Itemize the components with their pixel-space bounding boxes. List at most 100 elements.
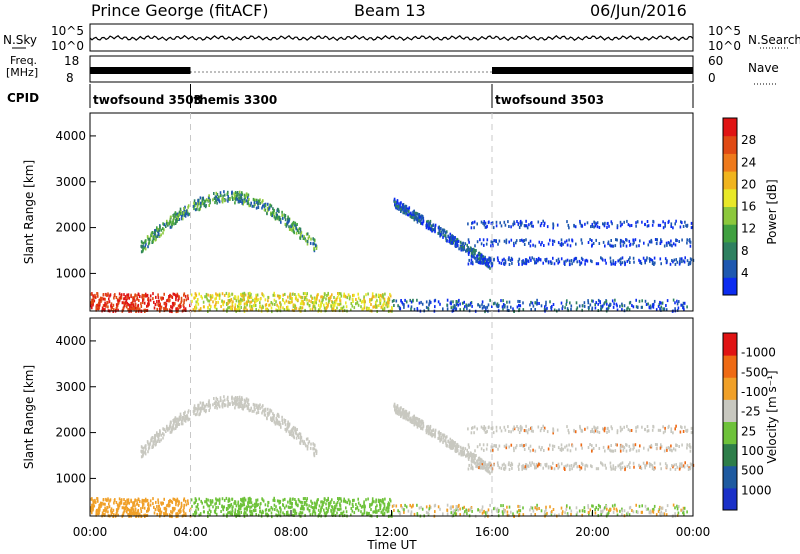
velocity-echo [200, 406, 202, 410]
velocity-echo [251, 409, 254, 413]
power-echo [643, 241, 645, 245]
power-echo [241, 201, 243, 205]
power-echo [273, 215, 276, 219]
velocity-echo [672, 465, 674, 469]
power-echo [428, 299, 431, 303]
power-echo [264, 303, 267, 307]
power-echo [677, 306, 680, 310]
velocity-echo [438, 433, 440, 437]
velocity-echo [169, 503, 171, 507]
power-echo [246, 300, 248, 304]
velocity-echo [227, 499, 230, 503]
power-echo [483, 257, 485, 261]
power-echo [202, 305, 205, 309]
power-echo [232, 198, 234, 201]
power-echo [610, 262, 613, 266]
velocity-echo [223, 505, 225, 509]
velocity-echo [646, 429, 649, 433]
velocity-echo [513, 449, 515, 453]
power-echo [98, 298, 100, 302]
velocity-echo [484, 426, 487, 430]
power-echo [257, 205, 259, 209]
velocity-echo [184, 499, 187, 503]
velocity-echo [420, 422, 423, 426]
power-echo [319, 306, 321, 310]
velocity-echo [343, 497, 345, 501]
power-echo [124, 301, 127, 305]
velocity-echo [260, 511, 263, 515]
velocity-echo [193, 501, 195, 505]
power-echo [233, 192, 235, 196]
velocity-echo [222, 513, 225, 517]
power-echo [690, 221, 693, 225]
power-echo [414, 211, 416, 215]
power-echo [538, 240, 541, 244]
velocity-echo [563, 465, 565, 469]
velocity-echo [481, 465, 484, 469]
power-echo [614, 298, 616, 302]
velocity-echo [350, 513, 352, 517]
power-echo [534, 308, 536, 311]
power-echo [500, 261, 503, 265]
velocity-echo [650, 443, 653, 447]
power-echo [92, 296, 95, 300]
power-echo [170, 294, 173, 298]
power-echo [226, 192, 229, 196]
velocity-echo [113, 501, 115, 505]
velocity-echo [345, 510, 348, 514]
velocity-echo [527, 464, 530, 468]
power-echo [261, 292, 263, 296]
velocity-echo [214, 511, 217, 515]
power-echo [311, 307, 314, 311]
power-echo [646, 224, 649, 228]
velocity-echo [626, 424, 628, 428]
power-echo [552, 224, 555, 228]
velocity-echo [625, 443, 627, 447]
velocity-echo [467, 467, 470, 471]
power-echo [623, 241, 626, 245]
velocity-echo [540, 427, 543, 430]
power-echo [441, 228, 444, 232]
power-echo [508, 257, 510, 261]
velocity-echo [473, 460, 475, 464]
velocity-echo [626, 464, 629, 468]
power-echo [684, 256, 686, 260]
power-echo [284, 214, 287, 217]
power-echo [484, 225, 487, 229]
velocity-echo [267, 413, 269, 417]
power-echo [330, 304, 332, 308]
power-echo [241, 191, 243, 195]
power-echo [215, 292, 217, 296]
power-echo [313, 301, 315, 305]
velocity-echo [311, 501, 313, 505]
velocity-echo [403, 414, 405, 417]
power-echo [286, 220, 289, 224]
velocity-echo [183, 413, 185, 417]
velocity-echo [144, 452, 147, 456]
velocity-echo [684, 461, 686, 465]
power-echo [249, 300, 251, 304]
velocity-echo [450, 444, 452, 448]
velocity-echo [604, 449, 606, 453]
velocity-echo [498, 444, 501, 448]
power-echo [204, 205, 207, 209]
power-echo [172, 214, 174, 217]
velocity-echo [437, 431, 440, 435]
power-echo [594, 224, 597, 228]
power-echo [355, 302, 357, 306]
velocity-echo [284, 423, 287, 427]
velocity-echo [294, 431, 297, 435]
velocity-echo [278, 513, 280, 517]
velocity-echo [196, 505, 199, 509]
velocity-echo [207, 498, 209, 502]
power-echo [400, 201, 402, 205]
power-echo [408, 206, 411, 210]
velocity-echo [251, 512, 254, 516]
velocity-echo [256, 503, 259, 507]
power-echo [518, 308, 521, 312]
velocity-echo [180, 422, 183, 426]
velocity-echo [414, 416, 416, 420]
velocity-echo [247, 502, 249, 505]
freq-tick-bottom: 8 [66, 71, 74, 85]
power-echo [449, 241, 451, 245]
